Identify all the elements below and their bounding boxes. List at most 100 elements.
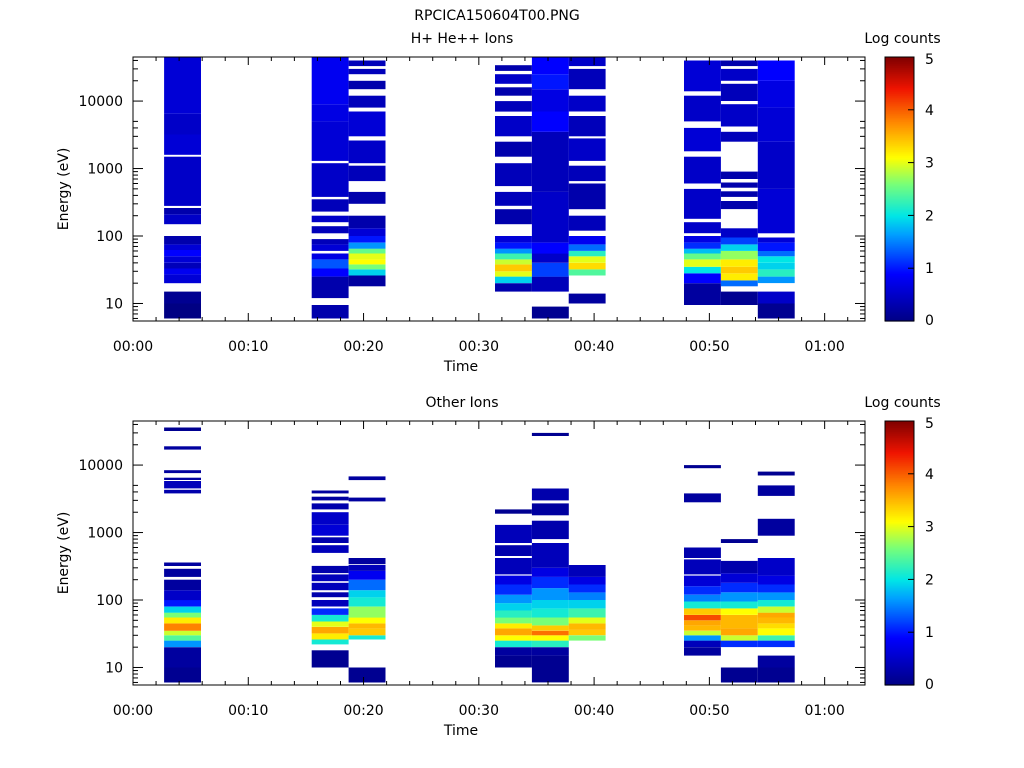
heatmap-cell — [757, 237, 795, 243]
heatmap-cell — [568, 183, 606, 210]
heatmap-cell — [531, 262, 569, 277]
heatmap-cell — [311, 574, 349, 582]
colorbar-swatch — [885, 515, 914, 518]
heatmap-cell — [348, 623, 386, 629]
heatmap-cell — [684, 253, 721, 260]
colorbar-swatch — [885, 179, 914, 182]
colorbar-swatch — [885, 573, 914, 576]
heatmap-cell — [568, 565, 606, 577]
heatmap-cell — [720, 667, 758, 683]
heatmap-cell — [348, 236, 386, 243]
colorbar-swatch — [885, 665, 914, 668]
heatmap-cell — [757, 60, 795, 81]
heatmap-cell — [757, 600, 795, 607]
heatmap-cell — [757, 107, 795, 142]
heatmap-cell — [495, 116, 532, 137]
heatmap-cell — [684, 95, 721, 122]
heatmap-cell — [531, 191, 569, 243]
heatmap-cell — [568, 244, 606, 251]
heatmap-cell — [311, 215, 349, 223]
heatmap-cell — [348, 60, 386, 67]
heatmap-cell — [684, 156, 721, 184]
colorbar-swatch — [885, 625, 914, 628]
time-column — [531, 432, 569, 683]
y-axis-label: Energy (eV) — [56, 512, 72, 595]
x-tick-label: 00:30 — [459, 339, 499, 355]
colorbar-swatch — [885, 475, 914, 478]
colorbar-swatch — [885, 483, 914, 486]
heatmap-cell — [720, 228, 758, 238]
colorbar-swatch — [885, 579, 914, 582]
time-column — [495, 509, 532, 668]
colorbar-swatch — [885, 219, 914, 222]
heatmap-cell — [757, 667, 795, 683]
heatmap-cell — [164, 303, 201, 319]
colorbar-swatch — [885, 177, 914, 180]
colorbar-tick-label: 0 — [925, 677, 934, 693]
heatmap-cell — [568, 116, 606, 137]
heatmap-cell — [311, 276, 349, 299]
heatmap-cell — [311, 268, 349, 277]
colorbar-swatch — [885, 297, 914, 300]
colorbar-swatch — [885, 59, 914, 62]
heatmap-cell — [348, 565, 386, 571]
heatmap-cell — [164, 640, 201, 648]
colorbar-tick-label: 5 — [925, 416, 934, 432]
time-column — [684, 60, 721, 305]
heatmap-cell — [311, 104, 349, 122]
heatmap-cell — [348, 253, 386, 260]
heatmap-cell — [684, 283, 721, 305]
colorbar-swatch — [885, 227, 914, 230]
heatmap-cell — [531, 488, 569, 501]
heatmap-cell — [495, 65, 532, 71]
colorbar-swatch — [885, 283, 914, 286]
colorbar-swatch — [885, 463, 914, 466]
heatmap-cell — [684, 273, 721, 284]
colorbar-swatch — [885, 195, 914, 198]
heatmap-cell — [684, 127, 721, 152]
heatmap-cell — [495, 236, 532, 243]
heatmap-cell — [311, 496, 349, 501]
colorbar-swatch — [885, 113, 914, 116]
heatmap-cell — [164, 214, 201, 225]
heatmap-cell — [684, 266, 721, 274]
heatmap-cell — [684, 586, 721, 595]
heatmap-cell — [495, 87, 532, 96]
colorbar-swatch — [885, 255, 914, 258]
colorbar-swatch — [885, 443, 914, 446]
heatmap-cell — [348, 590, 386, 598]
x-tick-label: 00:50 — [689, 703, 729, 719]
colorbar-swatch — [885, 671, 914, 674]
colorbar-swatch — [885, 575, 914, 578]
colorbar-swatch — [885, 587, 914, 590]
colorbar-swatch — [885, 531, 914, 534]
heatmap-cell — [684, 559, 721, 575]
colorbar-swatch — [885, 97, 914, 100]
colorbar-swatch — [885, 315, 914, 318]
heatmap-cell — [495, 259, 532, 265]
colorbar-swatch — [885, 673, 914, 676]
heatmap-cell — [164, 427, 201, 431]
heatmap-cell — [684, 60, 721, 92]
time-column — [720, 539, 758, 683]
time-column — [531, 57, 569, 319]
heatmap-cell — [495, 509, 532, 514]
heatmap-cell — [720, 259, 758, 267]
heatmap-cell — [348, 570, 386, 580]
colorbar-swatch — [885, 473, 914, 476]
x-tick-label: 01:00 — [804, 339, 844, 355]
heatmap-cell — [568, 584, 606, 593]
colorbar-swatch — [885, 633, 914, 636]
heatmap-cell — [720, 131, 758, 142]
colorbar-swatch — [885, 481, 914, 484]
colorbar-swatch — [885, 649, 914, 652]
colorbar-swatch — [885, 683, 914, 686]
x-tick-label: 00:40 — [574, 339, 614, 355]
colorbar-swatch — [885, 583, 914, 586]
heatmap-cell — [684, 630, 721, 636]
colorbar: 0 1 2 3 4 5 Log counts — [864, 31, 940, 329]
colorbar-swatch — [885, 467, 914, 470]
colorbar-swatch — [885, 141, 914, 144]
heatmap-cell — [348, 579, 386, 591]
colorbar-swatch — [885, 189, 914, 192]
